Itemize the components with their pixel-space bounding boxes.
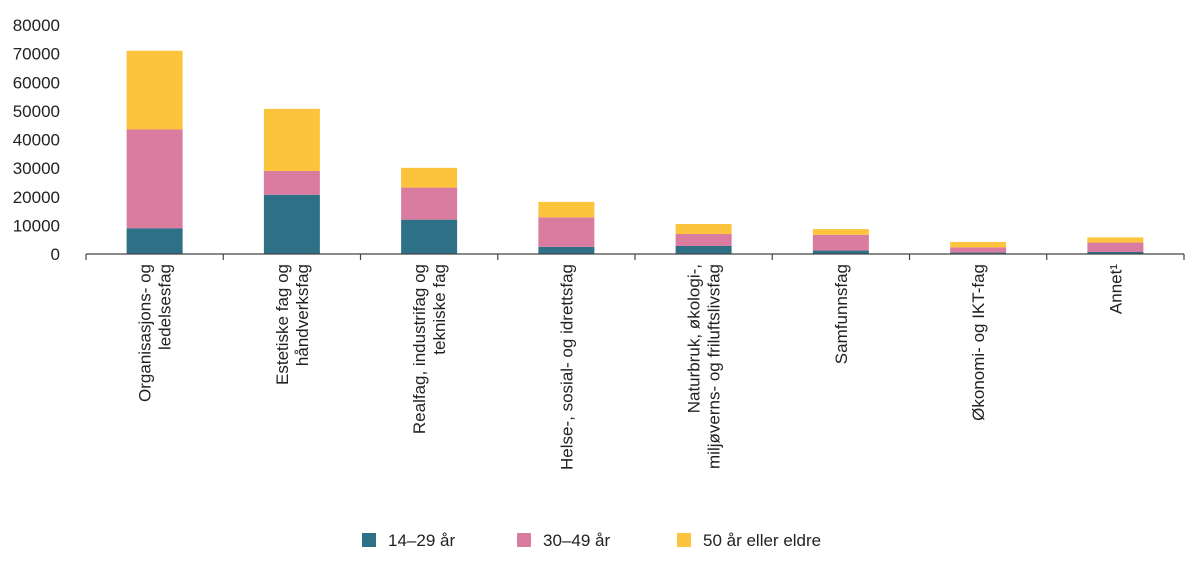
bar-50-år-eller-eldre-7	[950, 241, 1007, 248]
legend-label-50-år-eller-eldre: 50 år eller eldre	[703, 531, 821, 550]
bar-30-49-år-5	[675, 233, 732, 246]
bar-30-49-år-6	[812, 234, 869, 251]
bar-50-år-eller-eldre-4	[538, 201, 595, 218]
x-category-label: Annet¹	[1106, 264, 1125, 314]
bar-14-29-år-1	[126, 228, 183, 254]
x-category-label: Organisasjons- ogledelsesfag	[136, 264, 175, 402]
y-tick-label: 60000	[13, 73, 60, 92]
x-category-label: Samfunnsfag	[832, 264, 851, 364]
bar-14-29-år-3	[401, 219, 458, 254]
x-category-label: Økonomi- og IKT-fag	[969, 264, 988, 421]
legend-label-14-29-år: 14–29 år	[388, 531, 455, 550]
legend-swatch-14-29-år	[362, 533, 376, 547]
y-tick-label: 40000	[13, 131, 60, 150]
bar-30-49-år-7	[950, 247, 1007, 253]
bar-30-49-år-1	[126, 129, 183, 229]
legend: 14–29 år 30–49 år 50 år eller eldre	[362, 531, 821, 550]
bar-14-29-år-8	[1087, 251, 1144, 254]
y-tick-label: 0	[51, 245, 60, 264]
legend-swatch-50-år-eller-eldre	[677, 533, 691, 547]
y-tick-label: 30000	[13, 159, 60, 178]
y-tick-label: 80000	[13, 16, 60, 35]
bar-14-29-år-4	[538, 246, 595, 254]
bar-30-49-år-2	[263, 170, 320, 195]
y-tick-label: 70000	[13, 45, 60, 64]
y-tick-label: 20000	[13, 188, 60, 207]
legend-label-30-49-år: 30–49 år	[543, 531, 610, 550]
bar-50-år-eller-eldre-6	[812, 229, 869, 235]
bar-50-år-eller-eldre-1	[126, 50, 183, 130]
y-axis: 0 10000 20000 30000 40000 50000 60000 70000 8000…	[13, 16, 60, 264]
x-category-label: Realfag, industrifag ogtekniske fag	[410, 264, 449, 434]
legend-swatch-30-49-år	[517, 533, 531, 547]
x-category-label: Naturbruk, økologi-,miljøverns- og frilu…	[685, 264, 724, 469]
bar-30-49-år-8	[1087, 242, 1144, 252]
bar-50-år-eller-eldre-2	[263, 108, 320, 171]
bar-14-29-år-6	[812, 250, 869, 254]
bar-50-år-eller-eldre-3	[401, 167, 458, 188]
bar-30-49-år-3	[401, 187, 458, 220]
y-tick-label: 10000	[13, 216, 60, 235]
bars	[126, 50, 1144, 254]
x-category-label: Estetiske fag oghåndverksfag	[273, 264, 312, 385]
bar-30-49-år-4	[538, 217, 595, 247]
bar-50-år-eller-eldre-5	[675, 223, 732, 234]
bar-14-29-år-5	[675, 245, 732, 254]
bar-14-29-år-7	[950, 252, 1007, 254]
category-labels: Organisasjons- ogledelsesfag Estetiske fa…	[136, 264, 1126, 470]
bar-50-år-eller-eldre-8	[1087, 237, 1144, 243]
x-axis	[85, 253, 1185, 260]
bar-14-29-år-2	[263, 194, 320, 254]
x-category-label: Helse-, sosial- og idrettsfag	[557, 264, 576, 470]
y-tick-label: 50000	[13, 102, 60, 121]
